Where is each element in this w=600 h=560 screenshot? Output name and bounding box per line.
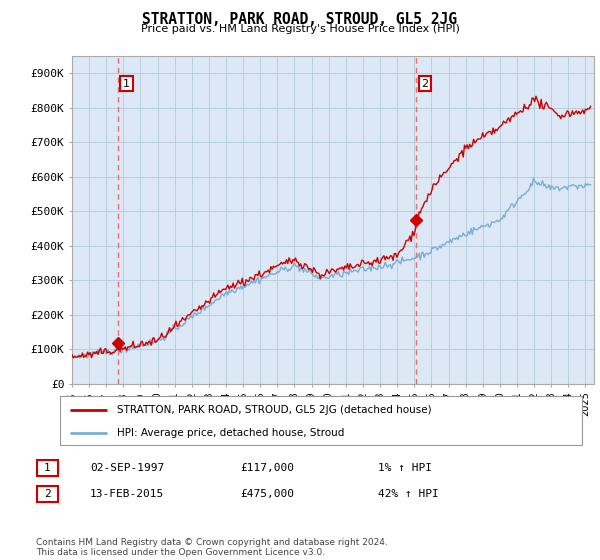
Text: 1: 1 <box>123 78 130 88</box>
Text: £475,000: £475,000 <box>240 489 294 499</box>
Text: 2: 2 <box>421 78 428 88</box>
Text: 1% ↑ HPI: 1% ↑ HPI <box>378 463 432 473</box>
FancyBboxPatch shape <box>37 486 58 502</box>
Text: 2: 2 <box>44 489 51 499</box>
Text: 1: 1 <box>44 463 51 473</box>
FancyBboxPatch shape <box>60 396 582 445</box>
Text: STRATTON, PARK ROAD, STROUD, GL5 2JG (detached house): STRATTON, PARK ROAD, STROUD, GL5 2JG (de… <box>118 405 432 415</box>
Text: 42% ↑ HPI: 42% ↑ HPI <box>378 489 439 499</box>
Text: 13-FEB-2015: 13-FEB-2015 <box>90 489 164 499</box>
Text: £117,000: £117,000 <box>240 463 294 473</box>
FancyBboxPatch shape <box>37 460 58 475</box>
Text: Price paid vs. HM Land Registry's House Price Index (HPI): Price paid vs. HM Land Registry's House … <box>140 24 460 34</box>
Text: HPI: Average price, detached house, Stroud: HPI: Average price, detached house, Stro… <box>118 428 345 438</box>
Text: STRATTON, PARK ROAD, STROUD, GL5 2JG: STRATTON, PARK ROAD, STROUD, GL5 2JG <box>143 12 458 27</box>
Text: Contains HM Land Registry data © Crown copyright and database right 2024.
This d: Contains HM Land Registry data © Crown c… <box>36 538 388 557</box>
Text: 02-SEP-1997: 02-SEP-1997 <box>90 463 164 473</box>
